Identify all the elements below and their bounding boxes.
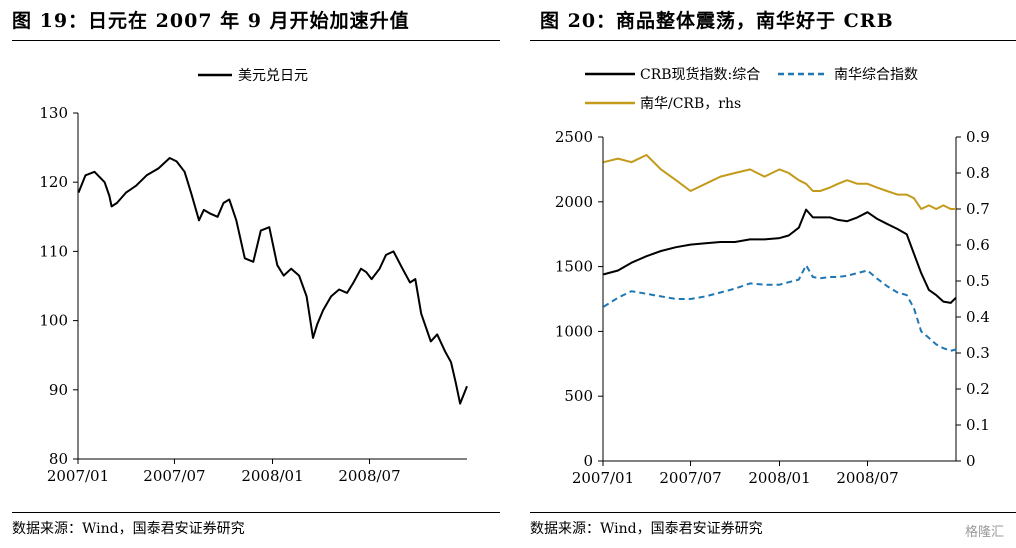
y-right-tick-label: 0.6 (966, 236, 990, 254)
left-panel: 图 19：日元在 2007 年 9 月开始加速升值 80 90 100 110 120 1… (12, 10, 500, 537)
right-source-rule (530, 512, 1016, 513)
legend-label-usdjpy: 美元兑日元 (238, 68, 308, 84)
y-tick-label: 110 (39, 242, 68, 260)
right-chart: 0 500 1000 1500 2000 2500 0 0.1 0.2 0.3 0.4 0.5 0.6 0… (555, 66, 990, 487)
x-tick-label: 2007/01 (572, 469, 634, 487)
right-title-rule (530, 40, 1016, 41)
y-tick-label: 90 (49, 381, 68, 399)
y-tick-label: 130 (39, 104, 68, 122)
y-left-tick-label: 2000 (555, 193, 593, 211)
x-tick-label: 2007/07 (659, 469, 721, 487)
y-right-tick-label: 0 (966, 452, 976, 470)
y-right-tick-label: 0.5 (966, 272, 990, 290)
left-source-note: 数据来源：Wind，国泰君安证券研究 (12, 521, 245, 537)
x-tick-label: 2008/07 (836, 469, 898, 487)
y-right-tick-label: 0.9 (966, 128, 990, 146)
series-line-crb (603, 208, 957, 304)
series-line-nanhua (602, 264, 957, 352)
y-right-tick-label: 0.3 (966, 344, 990, 362)
series-line-ratio (603, 154, 956, 210)
y-left-tick-label: 1500 (555, 258, 593, 276)
y-right-tick-label: 0.7 (966, 200, 990, 218)
left-chart: 80 90 100 110 120 130 2007/01 2007/07 2008/01 200… (39, 68, 468, 485)
right-chart-title: 图 20：商品整体震荡，南华好于 CRB (540, 10, 894, 32)
x-tick-label: 2007/07 (143, 467, 205, 485)
left-source-rule (12, 512, 500, 513)
y-tick-label: 100 (39, 312, 68, 330)
watermark: 格隆汇 (964, 525, 1004, 540)
y-right-tick-label: 0.2 (966, 380, 990, 398)
right-panel: 图 20：商品整体震荡，南华好于 CRB 0 500 1000 1500 2000 250… (508, 0, 1016, 548)
x-tick-label: 2008/07 (338, 467, 400, 485)
series-line-usdjpy (77, 157, 468, 405)
x-tick-label: 2008/01 (748, 469, 810, 487)
y-left-tick-label: 500 (564, 387, 593, 405)
x-tick-label: 2007/01 (47, 467, 109, 485)
y-left-tick-label: 1000 (555, 322, 593, 340)
y-tick-label: 120 (39, 173, 68, 191)
legend-label-nanhua: 南华综合指数 (834, 67, 918, 83)
y-right-tick-label: 0.4 (966, 308, 990, 326)
left-title-rule (12, 40, 500, 41)
y-left-tick-label: 0 (583, 452, 593, 470)
y-tick-label: 80 (49, 450, 68, 468)
legend-label-crb: CRB现货指数:综合 (640, 66, 760, 83)
y-left-tick-label: 2500 (555, 128, 593, 146)
legend-label-ratio: 南华/CRB，rhs (640, 96, 741, 112)
y-right-tick-label: 0.8 (966, 164, 990, 182)
right-source-note: 数据来源：Wind，国泰君安证券研究 (530, 521, 763, 537)
y-right-tick-label: 0.1 (966, 416, 990, 434)
left-chart-title: 图 19：日元在 2007 年 9 月开始加速升值 (12, 10, 410, 32)
x-tick-label: 2008/01 (241, 467, 303, 485)
